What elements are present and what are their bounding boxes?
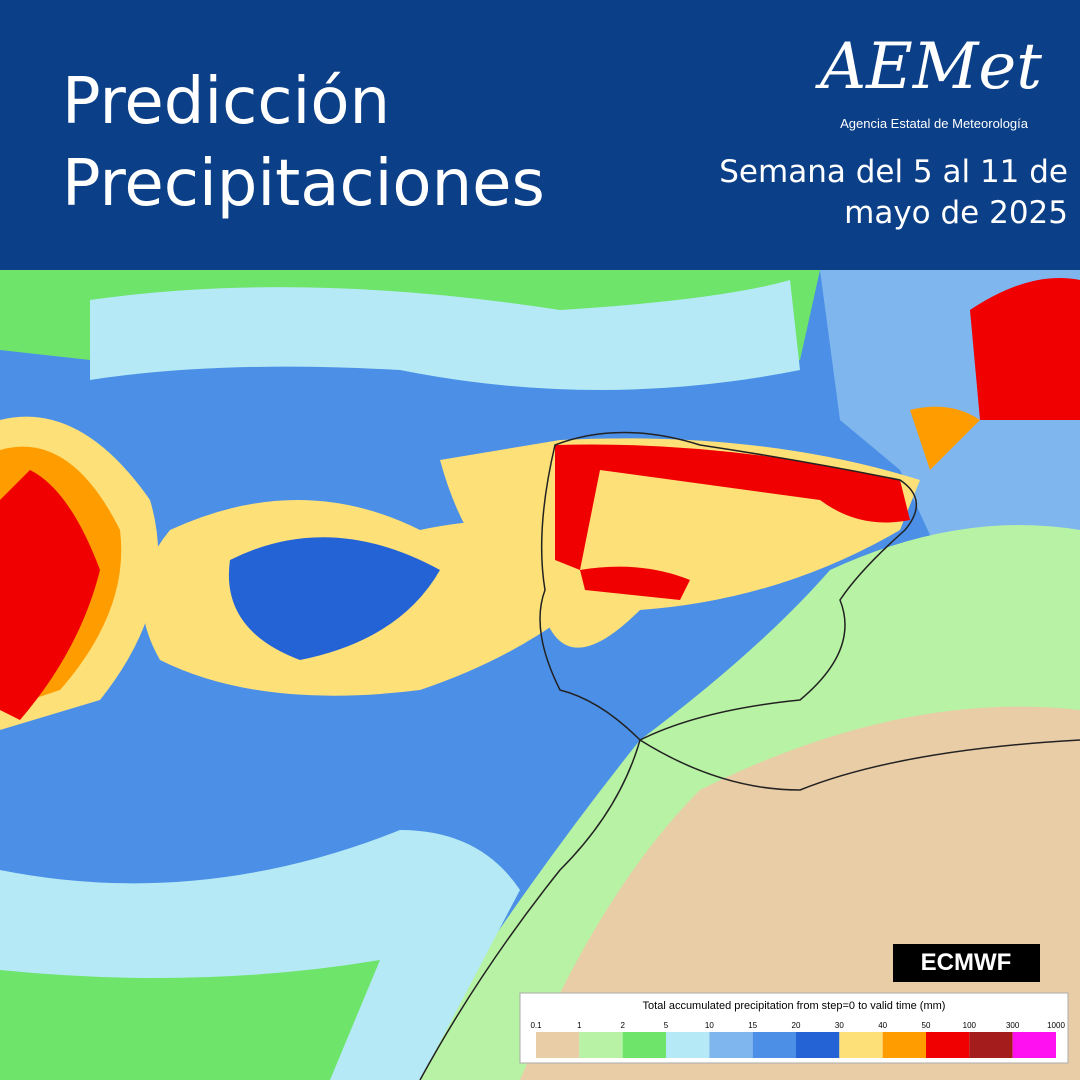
precipitation-map: ECMWF Total accumulated precipitation fr… [0,270,1080,1080]
legend-tick-label: 30 [835,1021,844,1030]
precip-fields [0,270,1080,1080]
legend-tick-label: 5 [664,1021,669,1030]
title-line: Precipitaciones [62,147,545,221]
legend-swatch [1012,1032,1056,1058]
legend-tick-label: 10 [705,1021,714,1030]
legend-swatch [709,1032,753,1058]
legend-tick-label: 40 [878,1021,887,1030]
source-logo: ECMWF [921,949,1012,976]
logo: AEMet [819,30,1042,104]
legend-swatch [969,1032,1013,1058]
legend-tick-label: 1000 [1047,1021,1065,1030]
legend-tick-label: 20 [792,1021,801,1030]
legend-tick-label: 50 [922,1021,931,1030]
legend-tick-label: 100 [963,1021,977,1030]
legend-swatch [926,1032,970,1058]
title-line: Predicción [62,65,391,139]
header: Predicción Precipitaciones AEMet Agencia… [0,0,1080,270]
legend-swatch [796,1032,840,1058]
legend-swatch [839,1032,883,1058]
date-line: mayo de 2025 [844,195,1068,231]
ecmwf-logo: ECMWF [893,944,1040,982]
legend-swatch [622,1032,666,1058]
legend-tick-label: 2 [620,1021,625,1030]
legend-swatch [752,1032,796,1058]
legend-tick-label: 15 [748,1021,757,1030]
legend-tick-label: 300 [1006,1021,1020,1030]
legend-swatch [882,1032,926,1058]
coastlines [419,431,1080,1080]
legend: Total accumulated precipitation from ste… [519,992,1069,1064]
legend-tick-label: 0.1 [530,1021,542,1030]
logo-subtitle: Agencia Estatal de Meteorología [840,116,1028,131]
legend-swatch [536,1032,580,1058]
legend-swatch [579,1032,623,1058]
legend-tick-label: 1 [577,1021,582,1030]
date-line: Semana del 5 al 11 de [719,154,1068,190]
legend-swatch [666,1032,710,1058]
legend-title: Total accumulated precipitation from ste… [643,1000,946,1012]
